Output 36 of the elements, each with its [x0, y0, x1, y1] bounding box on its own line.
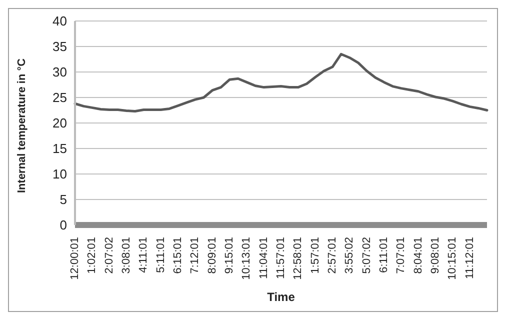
x-axis-title: Time [267, 290, 296, 304]
y-tick-label: 25 [52, 90, 67, 106]
x-tick-label: 12:00:01 [69, 237, 81, 280]
y-tick-label: 40 [52, 14, 67, 29]
y-tick-label: 30 [52, 64, 67, 80]
y-tick-label: 20 [52, 116, 67, 131]
x-tick-label: 4:11:01 [138, 237, 150, 273]
x-tick-label: 5:11:01 [154, 237, 167, 273]
y-tick-label: 15 [52, 141, 67, 156]
x-tick-label: 10:15:01 [446, 237, 459, 280]
x-tick-label: 8:09:01 [206, 237, 218, 274]
x-tick-label: 2:57:01 [326, 237, 338, 274]
x-tick-label: 1:57:01 [309, 237, 322, 274]
x-tick-label: 12:58:01 [292, 237, 304, 280]
x-tick-label: 11:04:01 [258, 237, 270, 280]
x-tick-label: 7:07:01 [395, 237, 408, 274]
y-tick-label: 35 [52, 39, 67, 54]
x-tick-label: 5:07:02 [360, 237, 373, 274]
y-tick-label: 5 [60, 192, 67, 208]
x-tick-label: 7:12:01 [189, 237, 202, 274]
y-tick-label: 10 [52, 166, 67, 182]
x-tick-label: 11:12:01 [464, 237, 476, 280]
x-tick-label: 11:57:01 [275, 237, 287, 280]
x-tick-label: 9:08:01 [430, 237, 442, 274]
x-tick-label: 6:11:01 [378, 237, 390, 273]
x-tick-label: 6:15:01 [172, 237, 184, 274]
x-tick-label: 3:08:01 [120, 237, 132, 274]
y-tick-label: 0 [60, 218, 67, 233]
line-series [74, 52, 488, 113]
y-axis-title: Internal temperature in °C [16, 58, 28, 193]
x-tick-label: 1:02:01 [86, 237, 98, 274]
x-tick-label: 3:55:02 [344, 237, 356, 274]
x-tick-label: 2:07:02 [103, 237, 116, 274]
x-tick-label: 9:15:01 [224, 237, 236, 274]
x-tick-label: 10:13:01 [240, 237, 253, 280]
x-tick-label: 8:04:01 [412, 237, 424, 274]
